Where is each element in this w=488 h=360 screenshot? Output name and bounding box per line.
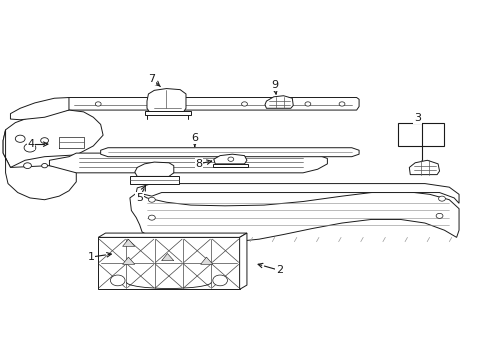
Polygon shape bbox=[101, 148, 358, 157]
Polygon shape bbox=[161, 253, 173, 261]
Polygon shape bbox=[239, 233, 246, 289]
Text: 6: 6 bbox=[191, 133, 198, 143]
Polygon shape bbox=[147, 89, 185, 112]
Circle shape bbox=[227, 157, 233, 161]
Polygon shape bbox=[200, 257, 212, 264]
Text: 4: 4 bbox=[27, 139, 35, 149]
Polygon shape bbox=[122, 257, 135, 264]
Polygon shape bbox=[130, 176, 178, 184]
Polygon shape bbox=[130, 192, 458, 243]
Circle shape bbox=[435, 213, 442, 219]
Circle shape bbox=[168, 102, 174, 106]
Polygon shape bbox=[49, 153, 327, 173]
Circle shape bbox=[338, 102, 344, 106]
Polygon shape bbox=[122, 239, 135, 246]
Text: 1: 1 bbox=[87, 252, 94, 262]
Circle shape bbox=[15, 135, 25, 142]
Polygon shape bbox=[212, 163, 248, 167]
Circle shape bbox=[95, 102, 101, 106]
Text: 8: 8 bbox=[195, 159, 203, 169]
Circle shape bbox=[41, 138, 48, 143]
Polygon shape bbox=[136, 184, 458, 203]
Polygon shape bbox=[408, 160, 439, 175]
Polygon shape bbox=[98, 233, 246, 237]
Circle shape bbox=[241, 102, 247, 106]
Bar bbox=[397, 123, 444, 146]
Circle shape bbox=[305, 102, 310, 106]
Polygon shape bbox=[10, 98, 69, 120]
Circle shape bbox=[212, 275, 227, 286]
Text: 9: 9 bbox=[271, 80, 278, 90]
Text: 5: 5 bbox=[136, 193, 143, 203]
Polygon shape bbox=[3, 110, 103, 167]
Polygon shape bbox=[3, 130, 76, 200]
Text: 3: 3 bbox=[413, 113, 420, 123]
Text: 7: 7 bbox=[148, 74, 155, 84]
Polygon shape bbox=[144, 111, 190, 116]
Polygon shape bbox=[66, 98, 358, 110]
Circle shape bbox=[438, 196, 445, 201]
Polygon shape bbox=[98, 237, 239, 289]
Circle shape bbox=[110, 275, 125, 286]
Circle shape bbox=[148, 215, 155, 220]
Circle shape bbox=[41, 163, 47, 168]
Circle shape bbox=[23, 163, 31, 168]
Text: 2: 2 bbox=[276, 265, 283, 275]
Circle shape bbox=[148, 197, 155, 202]
Polygon shape bbox=[213, 154, 246, 164]
Polygon shape bbox=[135, 162, 173, 176]
Circle shape bbox=[24, 143, 36, 152]
Polygon shape bbox=[264, 96, 293, 108]
